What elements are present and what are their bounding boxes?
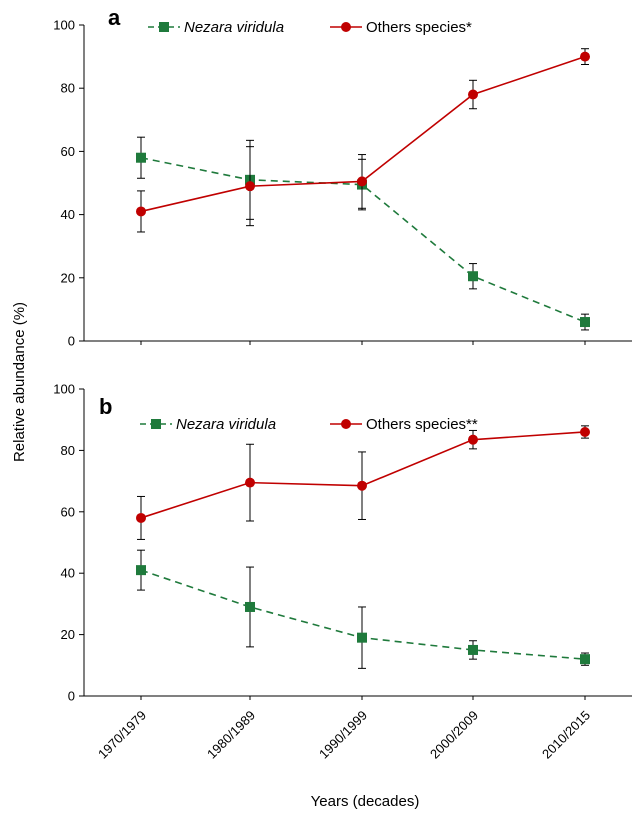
data-point-square — [136, 152, 146, 163]
legend-marker-square — [151, 419, 161, 429]
data-point-square — [136, 565, 146, 576]
data-point-circle — [357, 480, 367, 491]
panel-label-b: b — [99, 394, 112, 419]
y-tick-label-a: 80 — [61, 81, 75, 96]
data-point-square — [468, 271, 478, 282]
x-tick-label: 2010/2015 — [539, 708, 593, 762]
data-point-circle — [245, 477, 255, 488]
x-tick-label: 2000/2009 — [427, 708, 481, 762]
panel-label-a: a — [108, 5, 121, 30]
legend-marker-circle — [341, 22, 351, 32]
y-tick-label-b: 0 — [68, 689, 75, 704]
data-point-circle — [136, 512, 146, 523]
y-tick-label-b: 80 — [61, 443, 75, 458]
series-line-b-1 — [140, 431, 586, 519]
data-point-circle — [468, 434, 478, 445]
y-tick-label-b: 100 — [53, 382, 75, 397]
data-point-circle — [580, 426, 590, 437]
series-line-b-0 — [140, 569, 586, 660]
x-tick-label: 1970/1979 — [95, 708, 149, 762]
y-axis-title: Relative abundance (%) — [11, 302, 28, 462]
y-tick-label-b: 60 — [61, 504, 75, 519]
x-axis-title: Years (decades) — [311, 793, 420, 810]
y-tick-label-a: 100 — [53, 18, 75, 33]
legend-label-b-1: Others species** — [366, 416, 478, 433]
y-tick-label-a: 0 — [68, 334, 75, 349]
x-tick-label: 1990/1999 — [316, 708, 370, 762]
x-tick-label: 1980/1989 — [204, 708, 258, 762]
y-tick-label-a: 40 — [61, 207, 75, 222]
legend-marker-square — [159, 22, 169, 32]
legend-marker-circle — [341, 419, 351, 429]
data-point-circle — [357, 176, 367, 187]
legend-label-b-0: Nezara viridula — [176, 416, 276, 433]
y-tick-label-b: 20 — [61, 627, 75, 642]
y-tick-label-b: 40 — [61, 566, 75, 581]
y-tick-label-a: 20 — [61, 270, 75, 285]
legend-label-a-0: Nezara viridula — [184, 19, 284, 36]
data-point-square — [245, 601, 255, 612]
data-point-square — [580, 654, 590, 665]
data-point-circle — [245, 181, 255, 192]
data-point-square — [468, 644, 478, 655]
data-point-square — [357, 632, 367, 643]
data-point-circle — [136, 206, 146, 217]
data-point-circle — [468, 89, 478, 100]
series-line-a-0 — [140, 156, 586, 323]
data-point-circle — [580, 51, 590, 62]
y-tick-label-a: 60 — [61, 144, 75, 159]
data-point-square — [580, 317, 590, 328]
legend-label-a-1: Others species* — [366, 19, 472, 36]
